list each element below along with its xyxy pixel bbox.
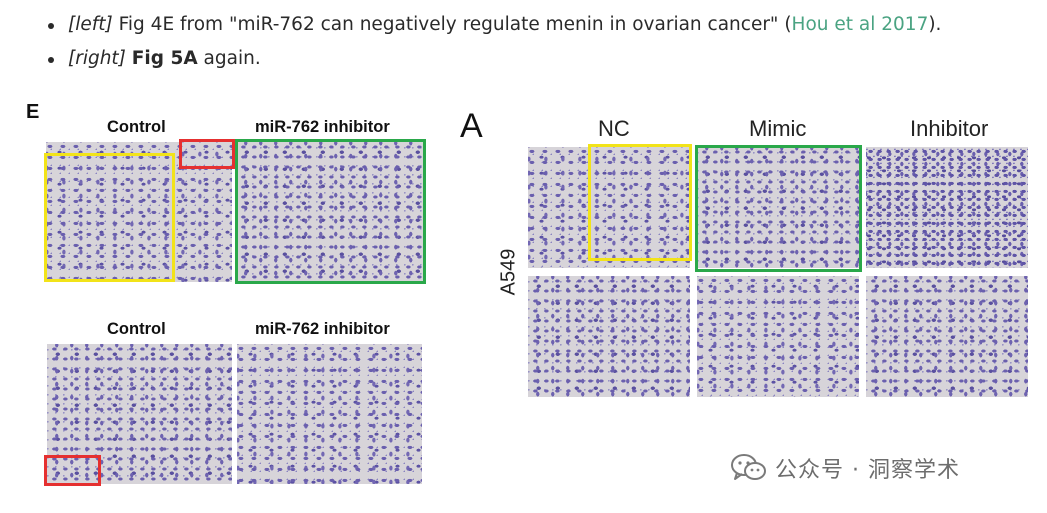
column-label-mimic: Mimic [749,116,807,141]
panel-letter-e: E [26,101,40,123]
column-label-inhibitor-right: Inhibitor [910,116,989,141]
micrograph-control-top [46,142,232,282]
bullet-bold-ref: Fig 5A [131,48,198,69]
micrograph-inhibitor-top [236,142,424,282]
micrograph-mimic-top [697,147,859,268]
micrograph-inhibitor-bottom-right [866,276,1028,397]
micrograph-nc-bottom [528,276,690,397]
wechat-icon [731,454,766,480]
column-label-control-2: Control [107,320,166,338]
bullet-tag: [right] [68,48,126,69]
hou-2017-link[interactable]: Hou et al 2017 [791,14,929,35]
bullet-list: [left] Fig 4E from "miR-762 can negative… [44,8,941,76]
watermark-text: 公众号 · 洞察学术 [775,458,960,483]
bullet-text-end: ). [928,14,942,35]
bullet-text-end: again. [197,48,261,69]
panel-letter-a: A [460,107,483,145]
watermark: 公众号 · 洞察学术 [731,452,960,484]
bullet-item-left: [left] Fig 4E from "miR-762 can negative… [44,8,941,42]
bullet-text: Fig 4E from "miR-762 can negatively regu… [112,14,792,35]
micrograph-inhibitor-bottom [237,344,422,484]
bullet-tag: [left] [68,14,113,35]
column-label-nc: NC [598,116,630,141]
micrograph-nc-top [528,147,690,268]
column-label-inhibitor-2: miR-762 inhibitor [255,320,390,338]
micrograph-control-bottom [47,344,232,484]
column-label-control: Control [107,118,166,136]
bullet-item-right: [right] Fig 5A again. [44,42,941,76]
micrograph-inhibitor-top-right [866,147,1028,268]
micrograph-mimic-bottom [697,276,859,397]
row-label-a549: A549 [497,248,520,296]
column-label-inhibitor: miR-762 inhibitor [255,118,390,136]
